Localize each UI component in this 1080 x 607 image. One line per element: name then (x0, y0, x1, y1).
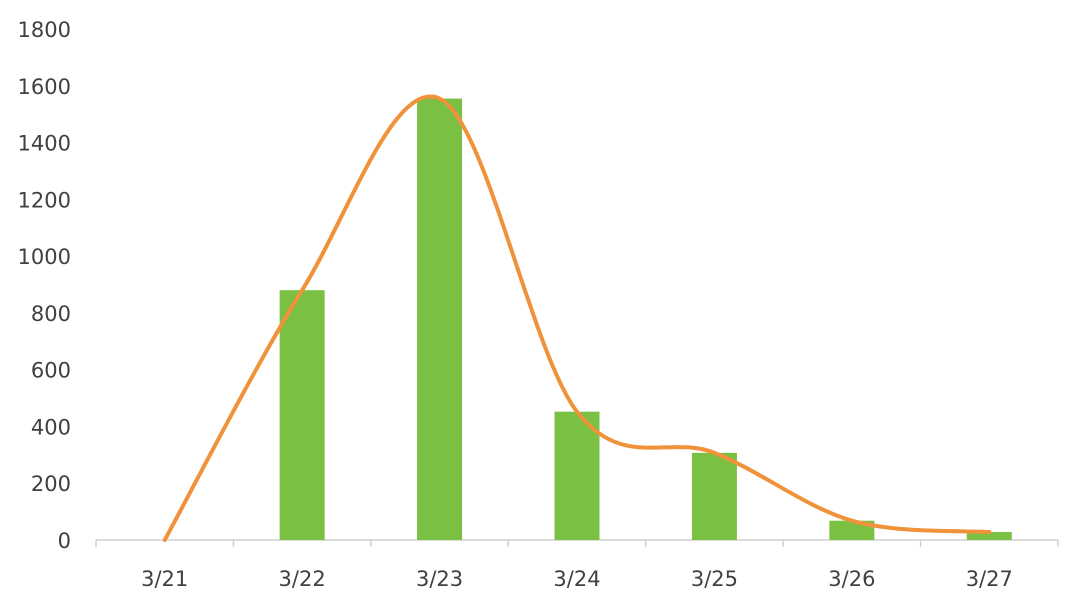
y-tick-label: 1400 (18, 132, 71, 156)
x-tick-label: 3/21 (141, 567, 188, 591)
line-series (162, 94, 992, 542)
x-tick-label: 3/25 (691, 567, 738, 591)
y-tick-label: 200 (31, 472, 71, 496)
y-axis: 0 200 400 600 800 1000 1200 1400 1600 1800 (18, 18, 71, 553)
y-tick-label: 600 (31, 359, 71, 383)
bar-series (279, 98, 1012, 540)
x-tick-label: 3/23 (416, 567, 463, 591)
y-tick-label: 1000 (18, 245, 71, 269)
y-tick-label: 800 (31, 302, 71, 326)
y-tick-label: 1200 (18, 188, 71, 212)
bar (966, 532, 1012, 540)
x-tick-label: 3/26 (828, 567, 875, 591)
y-tick-label: 400 (31, 415, 71, 439)
bar (417, 98, 463, 540)
x-axis: 3/21 3/22 3/23 3/24 3/25 3/26 3/27 (95, 539, 1059, 591)
bar (691, 452, 737, 540)
y-tick-label: 1600 (18, 75, 71, 99)
bar (554, 411, 600, 540)
x-tick-label: 3/24 (553, 567, 600, 591)
bar (279, 290, 325, 540)
y-tick-label: 1800 (18, 18, 71, 42)
y-tick-label: 0 (58, 529, 71, 553)
trend-line (162, 94, 992, 542)
x-tick-label: 3/22 (279, 567, 326, 591)
x-tick-label: 3/27 (966, 567, 1013, 591)
